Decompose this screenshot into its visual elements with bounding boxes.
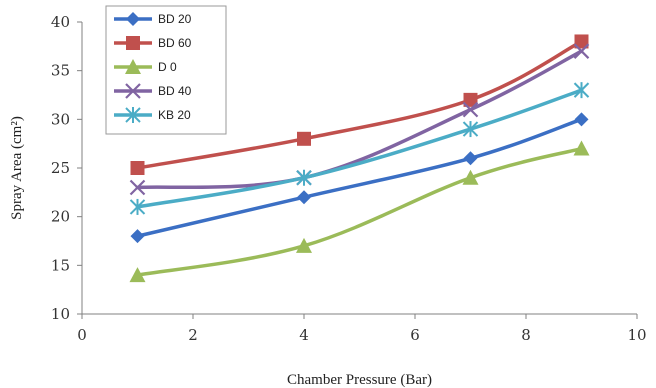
y-tick-label: 15 (51, 256, 70, 274)
x-tick-label: 6 (410, 326, 420, 344)
axes: 10 15 20 25 30 35 40 0 2 4 6 8 10 (51, 13, 647, 344)
legend-entry: BD 40 (114, 83, 192, 99)
legend-swatch-marker (125, 59, 141, 74)
series-line (135, 88, 584, 209)
series-d-0 (129, 140, 590, 283)
marker-stroke (573, 43, 590, 59)
series-line (135, 39, 584, 170)
data-point (574, 112, 589, 127)
series-line (135, 49, 584, 190)
legend-swatch-marker (126, 12, 140, 26)
data-point (462, 121, 479, 138)
x-tick-label: 0 (77, 326, 87, 344)
y-tick-label: 35 (51, 62, 70, 80)
data-point (297, 131, 311, 146)
marker-stroke (462, 101, 479, 118)
data-point (129, 267, 146, 283)
data-point (463, 151, 478, 166)
x-tick-label: 8 (521, 326, 531, 344)
y-tick-label: 10 (51, 305, 70, 323)
y-tick-label: 25 (51, 159, 70, 177)
legend-swatch-marker (126, 36, 140, 50)
data-point (130, 229, 145, 244)
y-tick-label: 20 (51, 208, 70, 226)
y-tick-label: 30 (51, 110, 70, 128)
legend-label: BD 60 (158, 36, 192, 50)
legend-entry: D 0 (114, 59, 177, 74)
legend-entry: BD 60 (114, 36, 192, 50)
series-bd-60 (130, 34, 589, 175)
legend-entry: BD 20 (114, 12, 192, 26)
legend-label: D 0 (158, 60, 177, 74)
legend-label: KB 20 (158, 108, 191, 122)
x-tick-label: 2 (188, 326, 198, 344)
data-point (129, 179, 146, 196)
marker-stroke (125, 83, 141, 99)
y-axis-label: Spray Area (cm²) (9, 116, 25, 220)
legend-entry: KB 20 (114, 107, 191, 123)
data-point (463, 92, 478, 107)
legend-swatch-marker (125, 107, 141, 123)
data-point (462, 169, 479, 185)
data-point (129, 198, 146, 215)
data-point (297, 190, 311, 205)
legend: BD 20 BD 60 D 0 BD 40 KB 20 (105, 5, 227, 135)
series-layer (129, 34, 590, 283)
data-point (130, 161, 145, 175)
series-line (135, 146, 584, 277)
data-point (574, 34, 589, 49)
x-tick-label: 10 (627, 326, 646, 344)
y-tick-label: 40 (51, 13, 70, 31)
data-point (296, 237, 312, 253)
marker-stroke (129, 179, 146, 196)
legend-swatch-marker (125, 83, 141, 99)
data-point (573, 43, 590, 59)
legend-label: BD 20 (158, 12, 192, 26)
data-point (462, 101, 479, 118)
series-line (135, 117, 584, 238)
data-point (296, 169, 312, 186)
data-point (573, 140, 590, 156)
x-axis-label: Chamber Pressure (Bar) (287, 372, 432, 388)
legend-box (105, 5, 227, 135)
data-point (573, 82, 590, 99)
legend-label: BD 40 (158, 84, 192, 98)
x-tick-label: 4 (299, 326, 309, 344)
series-kb-20 (129, 82, 590, 215)
series-bd-20 (130, 112, 589, 244)
